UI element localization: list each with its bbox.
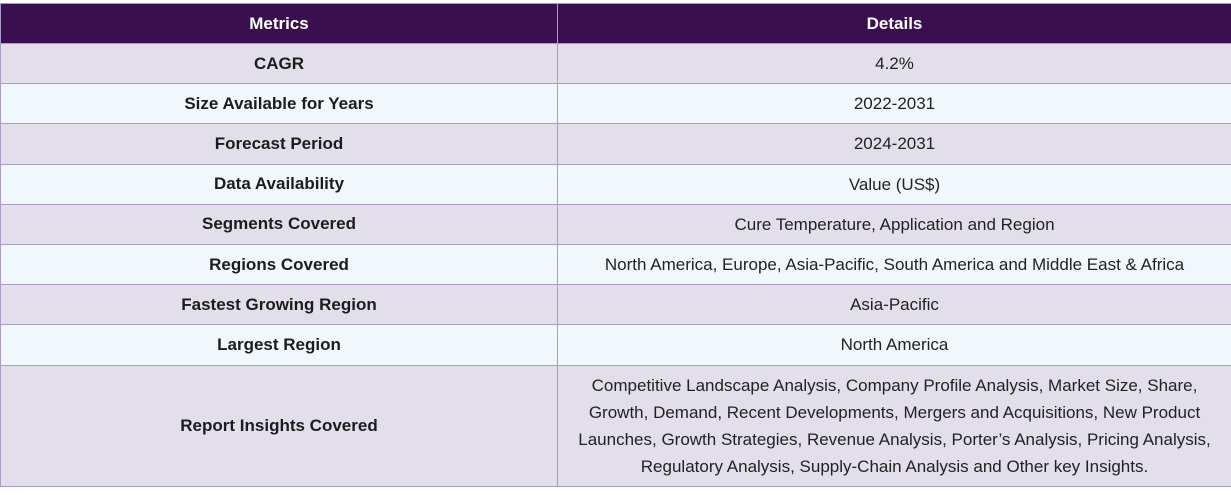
row-detail-fastest-region: Asia-Pacific: [557, 284, 1231, 326]
report-metrics-table: Metrics Details CAGR 4.2% Size Available…: [0, 3, 1231, 487]
row-metric-largest-region: Largest Region: [0, 324, 558, 366]
table-row: Regions Covered North America, Europe, A…: [0, 243, 1231, 286]
row-detail-size-years: 2022-2031: [557, 83, 1231, 125]
table-row: Report Insights Covered Competitive Land…: [0, 364, 1231, 487]
header-metrics: Metrics: [0, 3, 558, 44]
table-row: Forecast Period 2024-2031: [0, 123, 1231, 165]
table-row: Size Available for Years 2022-2031: [0, 83, 1231, 125]
table-row: Fastest Growing Region Asia-Pacific: [0, 284, 1231, 326]
row-detail-data-availability: Value (US$): [557, 163, 1231, 205]
row-detail-regions: North America, Europe, Asia-Pacific, Sou…: [557, 243, 1231, 286]
row-metric-fastest-region: Fastest Growing Region: [0, 284, 558, 326]
row-metric-report-insights: Report Insights Covered: [0, 364, 558, 487]
row-detail-cagr: 4.2%: [557, 42, 1231, 85]
row-metric-segments: Segments Covered: [0, 203, 558, 245]
table-row: Data Availability Value (US$): [0, 163, 1231, 205]
table-row: Largest Region North America: [0, 324, 1231, 366]
header-details: Details: [557, 3, 1231, 44]
row-detail-report-insights: Competitive Landscape Analysis, Company …: [557, 364, 1231, 487]
table-row: CAGR 4.2%: [0, 42, 1231, 85]
table-header-row: Metrics Details: [0, 3, 1231, 44]
row-metric-cagr: CAGR: [0, 42, 558, 85]
row-metric-size-years: Size Available for Years: [0, 83, 558, 125]
table-row: Segments Covered Cure Temperature, Appli…: [0, 203, 1231, 245]
row-detail-forecast-period: 2024-2031: [557, 123, 1231, 165]
row-detail-largest-region: North America: [557, 324, 1231, 366]
row-metric-data-availability: Data Availability: [0, 163, 558, 205]
row-metric-regions: Regions Covered: [0, 243, 558, 286]
row-detail-segments: Cure Temperature, Application and Region: [557, 203, 1231, 245]
report-metrics-table-container: Metrics Details CAGR 4.2% Size Available…: [0, 3, 1231, 487]
row-metric-forecast-period: Forecast Period: [0, 123, 558, 165]
